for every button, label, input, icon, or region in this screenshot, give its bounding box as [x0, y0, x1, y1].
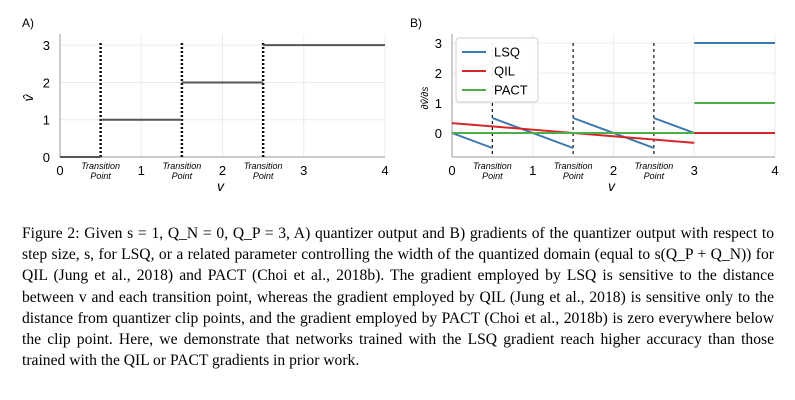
y-tick-label: 1 — [435, 96, 442, 111]
transition-label: Point — [253, 171, 274, 181]
panel-letter: B) — [410, 16, 422, 30]
x-axis-label: v — [608, 178, 616, 194]
transition-label: Point — [563, 171, 584, 181]
legend-entry-qil: QIL — [494, 64, 515, 79]
figure-caption: Figure 2: Given s = 1, Q_N = 0, Q_P = 3,… — [22, 223, 774, 371]
transition-label: Point — [644, 171, 665, 181]
figure-svg: A)0 1 2 3 40123TransitionPointTransitionPoin… — [20, 16, 779, 194]
transition-label: Point — [172, 171, 193, 181]
y-tick-label: 0 — [43, 150, 50, 165]
legend-box — [455, 37, 539, 103]
transition-label: Point — [482, 171, 503, 181]
y-tick-label: 0 — [435, 126, 442, 141]
y-axis-label: ∂v̂/∂s — [419, 87, 431, 110]
transition-label: Transition — [162, 161, 201, 171]
chart-panel-a: A)0 1 2 3 40123TransitionPointTransitionPoin… — [20, 16, 389, 194]
y-tick-label: 2 — [43, 75, 50, 90]
x-tick-label: 0 — [56, 163, 63, 178]
x-tick-label: 4 — [771, 163, 778, 178]
figure-2: A) 0 1 2 3 4 0 1 2 3 Transition Point Transition Poin… — [20, 16, 779, 194]
transition-label: Point — [90, 171, 111, 181]
x-tick-label: 4 — [381, 163, 388, 178]
chart-panel-b: B)0 1 2 3 40123TransitionPointTransitionPoin… — [410, 16, 779, 194]
legend-entry-lsq: LSQ — [494, 45, 520, 60]
x-tick-label: 2 — [219, 163, 226, 178]
y-axis-label: v̂ — [20, 94, 36, 102]
panel-letter: A) — [22, 16, 34, 30]
transition-label: Transition — [473, 161, 512, 171]
caption-text: Given s = 1, Q_N = 0, Q_P = 3, A) quanti… — [22, 225, 778, 370]
x-tick-label: 3 — [691, 163, 698, 178]
x-tick-label: 0 — [448, 163, 455, 178]
transition-label: Transition — [634, 161, 673, 171]
caption-label: Figure 2: — [22, 225, 80, 242]
x-tick-label: 1 — [138, 163, 145, 178]
y-tick-label: 3 — [435, 36, 442, 51]
y-tick-label: 3 — [43, 38, 50, 53]
x-axis-label: v — [217, 178, 225, 194]
x-tick-label: 1 — [529, 163, 536, 178]
y-tick-label: 1 — [43, 113, 50, 128]
legend: LSQ QIL PACT — [455, 37, 539, 103]
series-segment-lsq — [653, 117, 695, 134]
y-tick-label: 2 — [435, 66, 442, 81]
transition-label: Transition — [554, 161, 593, 171]
transition-label: Transition — [81, 161, 120, 171]
x-tick-label: 2 — [610, 163, 617, 178]
series-segment-lsq — [451, 132, 493, 149]
x-tick-label: 3 — [300, 163, 307, 178]
legend-entry-pact: PACT — [494, 83, 528, 98]
transition-label: Transition — [244, 161, 283, 171]
